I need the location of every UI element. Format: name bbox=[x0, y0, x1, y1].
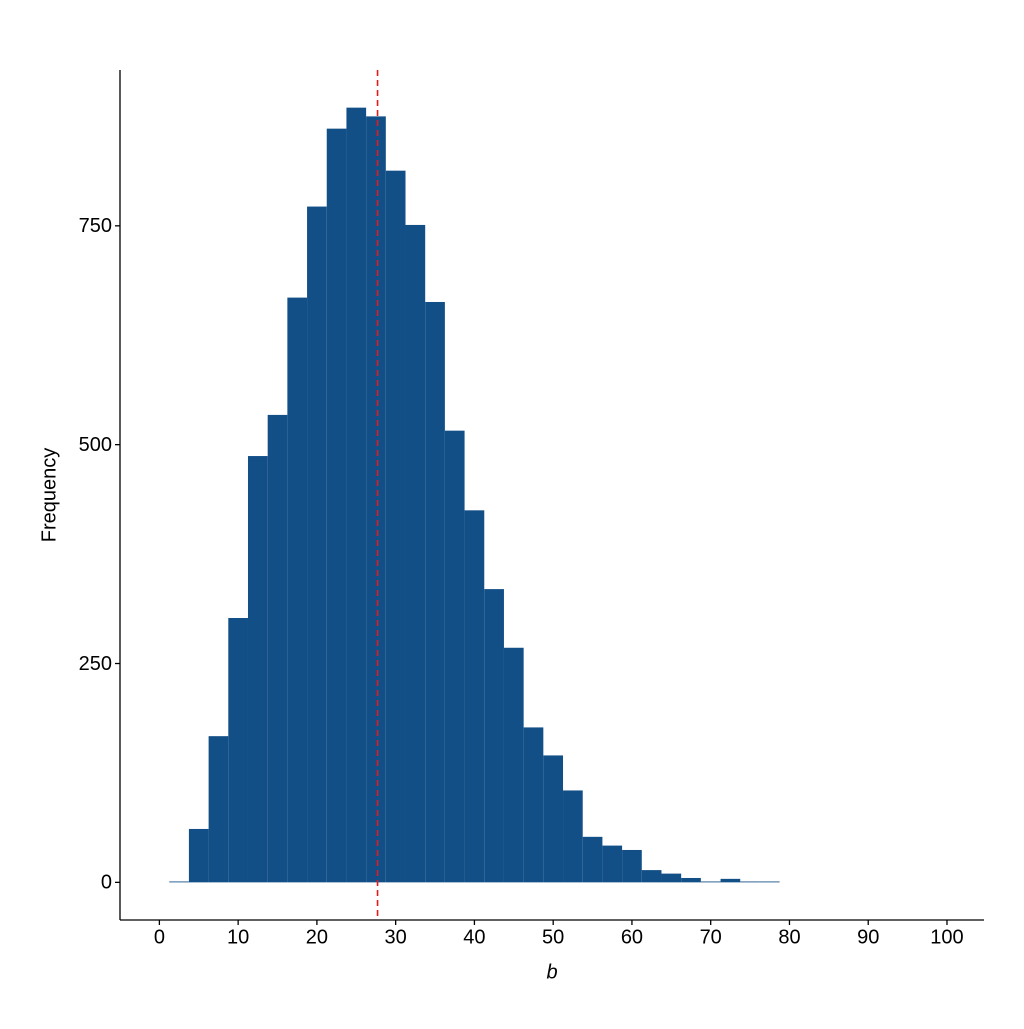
bar bbox=[740, 881, 760, 883]
bar bbox=[405, 224, 426, 883]
bar bbox=[366, 116, 386, 883]
bar bbox=[307, 206, 327, 883]
bar bbox=[700, 881, 721, 883]
bar bbox=[523, 727, 544, 883]
x-tick-label: 100 bbox=[930, 926, 963, 948]
bar bbox=[563, 790, 583, 883]
x-tick-label: 80 bbox=[778, 926, 800, 948]
bar bbox=[622, 849, 642, 883]
bar bbox=[720, 878, 741, 883]
bar bbox=[287, 297, 308, 883]
x-tick-label: 10 bbox=[227, 926, 249, 948]
y-tick-label: 0 bbox=[101, 872, 112, 894]
x-tick-label: 70 bbox=[700, 926, 722, 948]
bar bbox=[503, 647, 524, 883]
bar bbox=[267, 414, 288, 883]
x-tick-label: 0 bbox=[154, 926, 165, 948]
bar bbox=[385, 170, 406, 883]
bar bbox=[444, 430, 465, 883]
x-tick-label: 40 bbox=[463, 926, 485, 948]
bar bbox=[582, 836, 603, 883]
x-tick-label: 60 bbox=[621, 926, 643, 948]
bar bbox=[484, 589, 504, 883]
bar bbox=[247, 456, 268, 883]
x-tick-label: 90 bbox=[857, 926, 879, 948]
x-tick-label: 30 bbox=[385, 926, 407, 948]
bar bbox=[602, 845, 623, 883]
bar bbox=[208, 736, 229, 883]
x-tick-label: 20 bbox=[306, 926, 328, 948]
y-tick-label: 250 bbox=[79, 653, 112, 675]
bar bbox=[681, 877, 701, 883]
bar bbox=[188, 828, 209, 883]
bar bbox=[346, 107, 367, 883]
bar bbox=[661, 873, 682, 883]
y-axis-label: Frequency bbox=[38, 448, 60, 543]
bar bbox=[641, 870, 662, 883]
x-axis-label: b bbox=[546, 961, 557, 983]
bar bbox=[543, 755, 564, 883]
bar bbox=[425, 301, 445, 883]
y-tick-label: 750 bbox=[79, 215, 112, 237]
bar bbox=[464, 510, 485, 883]
bar bbox=[169, 881, 189, 883]
x-tick-label: 50 bbox=[542, 926, 564, 948]
bar bbox=[326, 128, 347, 883]
bar bbox=[228, 617, 248, 883]
y-tick-label: 500 bbox=[79, 434, 112, 456]
bar bbox=[759, 881, 780, 883]
